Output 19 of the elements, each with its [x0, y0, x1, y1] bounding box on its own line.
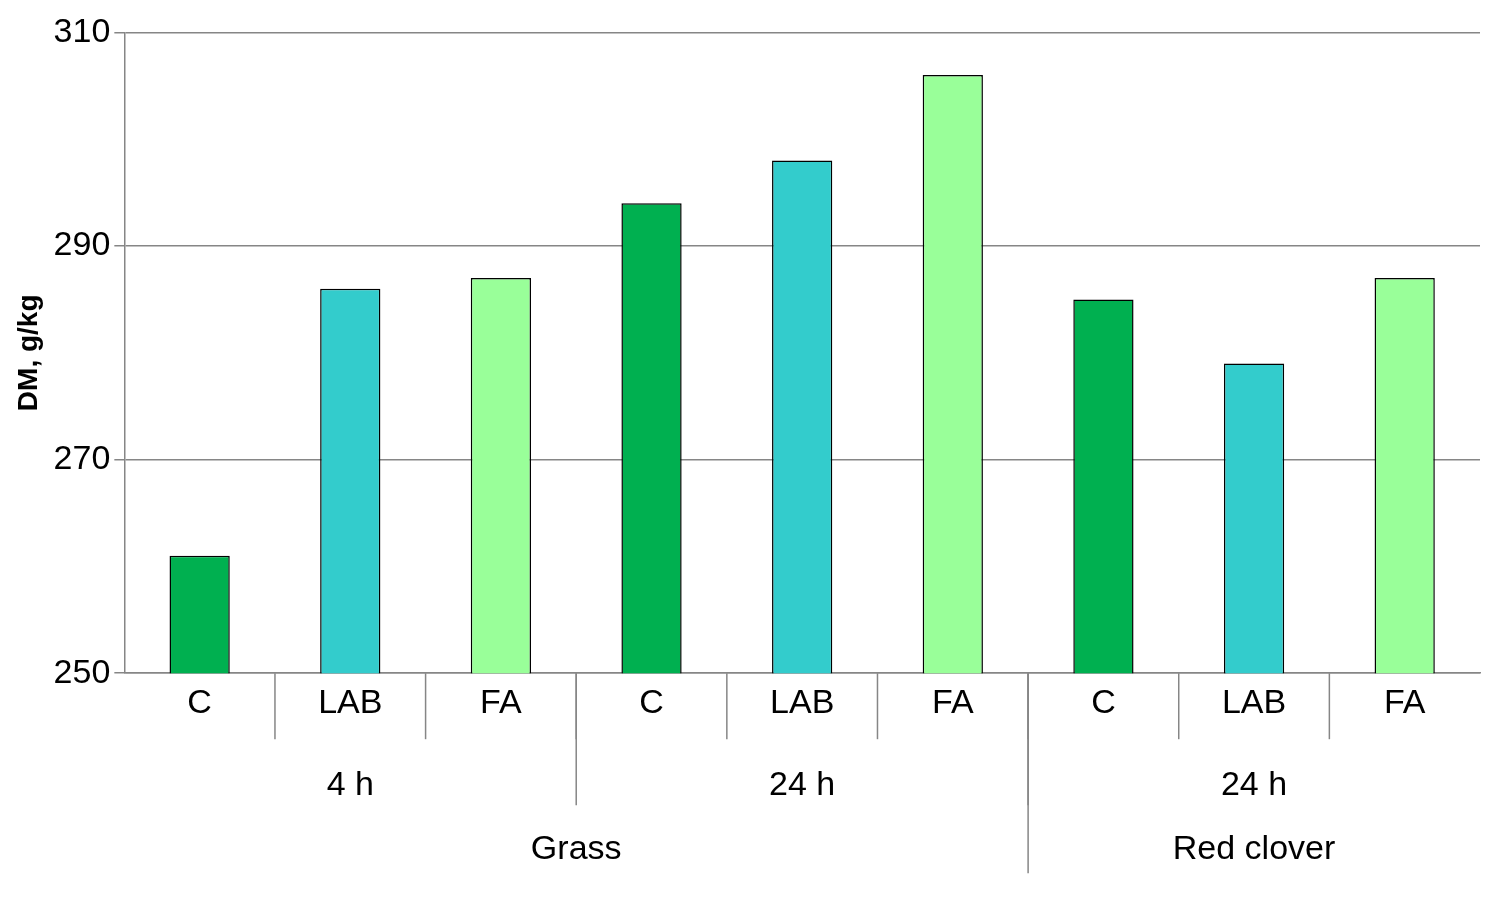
- x-tick-label: LAB: [770, 681, 835, 720]
- y-tick-label: 290: [53, 224, 111, 263]
- text: 24 h: [769, 763, 836, 802]
- text: 24 h: [1220, 763, 1288, 802]
- x-tick-label: FA: [480, 681, 523, 720]
- text: Red clover: [1172, 827, 1336, 866]
- y-axis-title: DM, g/kg: [11, 294, 43, 412]
- x-tick-label: C: [639, 681, 664, 720]
- x-tick-label: FA: [1383, 681, 1426, 720]
- y-tick-label: 250: [53, 651, 111, 690]
- y-tick-label: 310: [53, 10, 111, 49]
- y-tick-label: 270: [53, 437, 111, 476]
- text: 4 h: [326, 763, 374, 802]
- x-tick-label: C: [187, 681, 212, 720]
- text: Grass: [530, 827, 622, 866]
- x-tick-label: LAB: [318, 681, 383, 720]
- x-tick-label: C: [1091, 681, 1116, 720]
- x-tick-label: LAB: [1221, 681, 1287, 720]
- x-tick-label: FA: [932, 681, 974, 720]
